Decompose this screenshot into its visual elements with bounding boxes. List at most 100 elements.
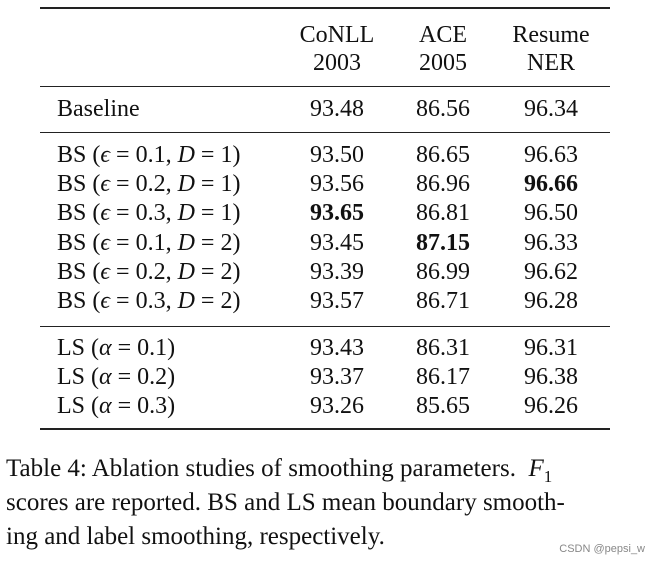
score-cell: 93.43 <box>310 335 364 361</box>
score-cell: 93.48 <box>310 96 364 122</box>
method: BS <box>57 229 87 256</box>
symbol: D <box>177 200 195 227</box>
param: 0.1 <box>137 335 168 361</box>
symbol: D <box>177 229 195 256</box>
score-cell: 93.56 <box>310 171 364 198</box>
param: 2 <box>220 229 233 256</box>
score-cell: 86.31 <box>416 335 470 361</box>
score-cell: 96.62 <box>524 258 578 285</box>
score-cell: 96.34 <box>524 96 578 122</box>
row-label: BS (ϵ = 0.2, D = 2) <box>57 258 241 285</box>
table-row: BS (ϵ = 0.3, D = 2) 93.57 86.71 96.28 <box>0 287 657 316</box>
table-row: LS (α = 0.1) 93.43 86.31 96.31 <box>0 334 657 363</box>
param: 2 <box>220 288 233 314</box>
score-cell: 96.28 <box>524 288 578 314</box>
score-cell: 96.66 <box>524 171 578 198</box>
symbol: ϵ <box>100 142 111 168</box>
score-cell: 96.33 <box>524 229 578 256</box>
score-cell: 96.63 <box>524 142 578 168</box>
score-cell: 96.31 <box>524 335 578 361</box>
symbol: ϵ <box>100 229 111 256</box>
score-cell: 93.37 <box>310 364 364 391</box>
row-label: BS (ϵ = 0.1, D = 2) <box>57 229 241 256</box>
row-label: LS (α = 0.2) <box>57 364 176 391</box>
param: 0.1 <box>135 229 166 256</box>
header-ace: ACE 2005 <box>388 21 498 77</box>
row-label: BS (ϵ = 0.1, D = 1) <box>57 142 241 168</box>
symbol: α <box>99 393 112 420</box>
bottom-rule <box>40 428 610 430</box>
param: 1 <box>220 142 233 168</box>
watermark: CSDN @pepsi_w <box>559 543 645 555</box>
score-cell: 93.45 <box>310 229 364 256</box>
score-cell: 93.65 <box>310 200 364 227</box>
param: 0.3 <box>137 393 168 420</box>
score-cell: 86.81 <box>416 200 470 227</box>
param: 0.3 <box>135 200 166 227</box>
method: BS <box>57 171 87 198</box>
param: 1 <box>220 200 233 227</box>
table-row: Baseline 93.48 86.56 96.34 <box>0 95 657 124</box>
header-line: ACE <box>419 22 467 48</box>
score-cell: 96.50 <box>524 200 578 227</box>
top-rule <box>40 7 610 9</box>
score-cell: 93.26 <box>310 393 364 420</box>
table-row: BS (ϵ = 0.1, D = 1) 93.50 86.65 96.63 <box>0 141 657 170</box>
param: 0.2 <box>135 171 166 198</box>
score-cell: 86.56 <box>416 96 470 122</box>
baseline-rule <box>40 132 610 134</box>
param: 2 <box>220 258 233 285</box>
score-cell: 93.39 <box>310 258 364 285</box>
method: BS <box>57 288 87 314</box>
symbol: D <box>177 142 195 168</box>
header-resume: Resume NER <box>496 21 606 77</box>
score-cell: 96.26 <box>524 393 578 420</box>
row-label: BS (ϵ = 0.3, D = 2) <box>57 288 241 314</box>
score-cell: 86.71 <box>416 288 470 314</box>
score-cell: 85.65 <box>416 393 470 420</box>
score-cell: 93.50 <box>310 142 364 168</box>
row-label: BS (ϵ = 0.3, D = 1) <box>57 200 241 227</box>
method: LS <box>57 393 86 420</box>
symbol: D <box>177 258 195 285</box>
method: BS <box>57 200 87 227</box>
method: BS <box>57 258 87 285</box>
caption-subscript: 1 <box>543 467 553 486</box>
score-cell: 93.57 <box>310 288 364 314</box>
caption-line-2: scores are reported. BS and LS mean boun… <box>6 489 565 516</box>
symbol: ϵ <box>100 258 111 285</box>
caption-math: F <box>528 455 544 482</box>
method: LS <box>57 335 86 361</box>
param: 0.2 <box>137 364 168 391</box>
caption-text: Table 4: Ablation studies of smoothing p… <box>6 455 516 482</box>
table-row: BS (ϵ = 0.1, D = 2) 93.45 87.15 96.33 <box>0 229 657 258</box>
method: BS <box>57 142 87 168</box>
table-row: LS (α = 0.3) 93.26 85.65 96.26 <box>0 392 657 421</box>
row-label: Baseline <box>57 95 140 124</box>
table-row: BS (ϵ = 0.2, D = 1) 93.56 86.96 96.66 <box>0 170 657 199</box>
symbol: D <box>177 171 195 198</box>
score-cell: 86.17 <box>416 364 470 391</box>
symbol: α <box>99 335 112 361</box>
header-conll: CoNLL 2003 <box>282 21 392 77</box>
header-line: CoNLL <box>299 22 375 48</box>
param: 0.2 <box>135 258 166 285</box>
score-cell: 86.96 <box>416 171 470 198</box>
table-row: BS (ϵ = 0.3, D = 1) 93.65 86.81 96.50 <box>0 199 657 228</box>
symbol: ϵ <box>100 171 111 198</box>
score-cell: 96.38 <box>524 364 578 391</box>
score-cell: 86.99 <box>416 258 470 285</box>
row-label: LS (α = 0.1) <box>57 335 176 361</box>
header-line: 2003 <box>313 50 361 76</box>
param: 0.1 <box>135 142 166 168</box>
param: 1 <box>220 171 233 198</box>
symbol: α <box>99 364 112 391</box>
param: 0.3 <box>135 288 166 314</box>
symbol: ϵ <box>100 288 111 314</box>
header-rule <box>40 86 610 88</box>
score-cell: 86.65 <box>416 142 470 168</box>
symbol: D <box>177 288 195 314</box>
caption-line-3: ing and label smoothing, respectively. <box>6 523 385 550</box>
label-text: Baseline <box>57 96 140 122</box>
row-label: BS (ϵ = 0.2, D = 1) <box>57 171 241 198</box>
